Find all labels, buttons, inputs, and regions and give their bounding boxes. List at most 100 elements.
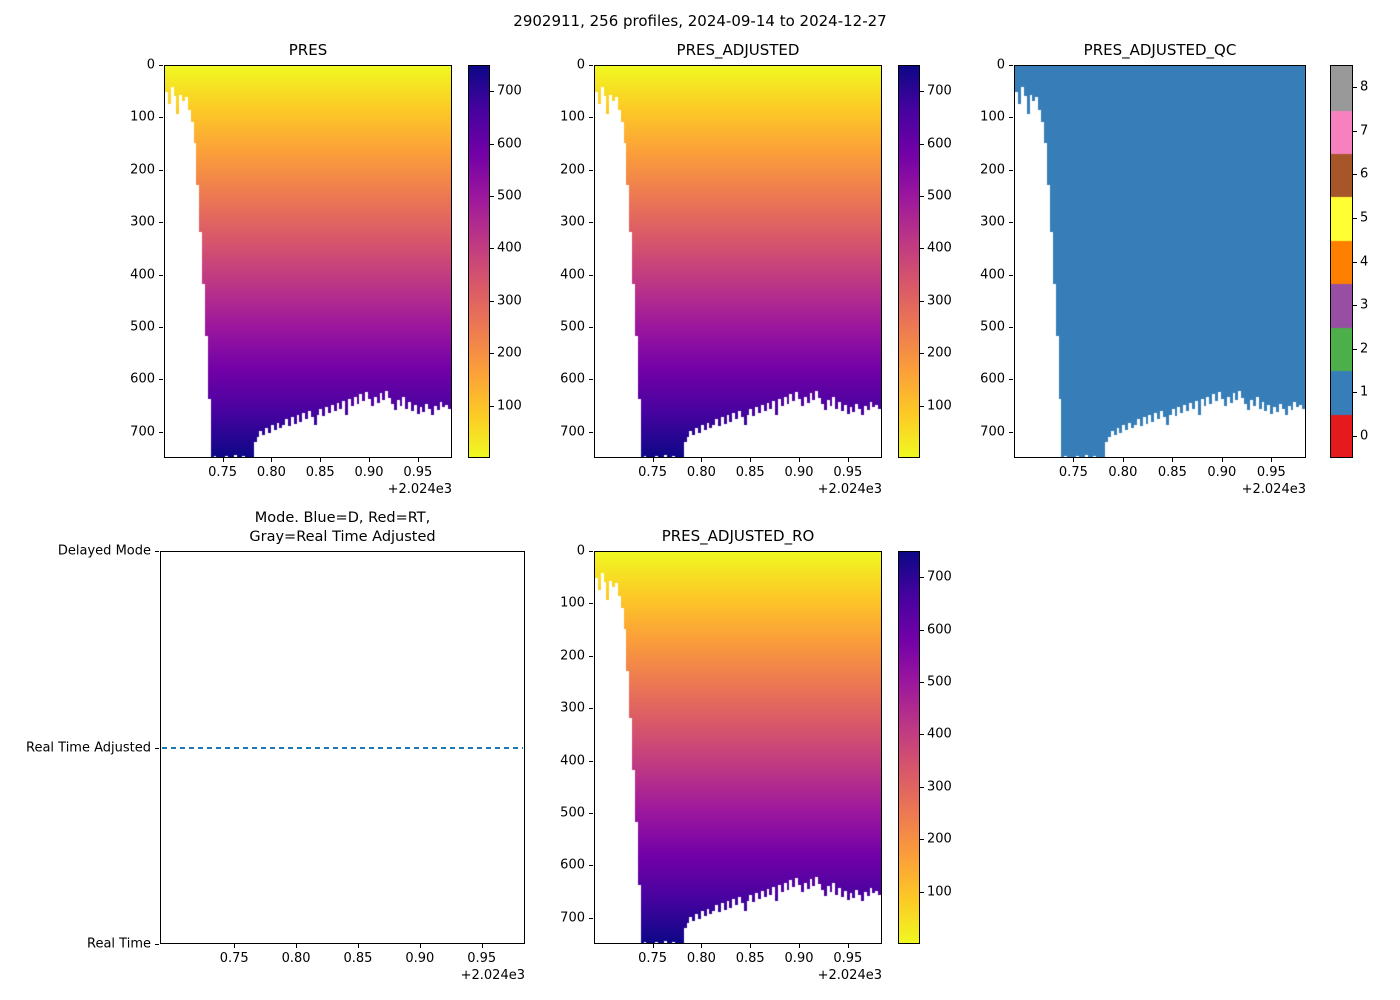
- qc-colorbar-tick-mark: [1353, 305, 1357, 307]
- y-tick-mark: [589, 222, 593, 224]
- qc-colorbar-tick-mark: [1353, 130, 1357, 132]
- qc-colorbar-tick-mark: [1353, 392, 1357, 394]
- colorbar-canvas-qc: [1331, 66, 1352, 457]
- y-tick-label: 0: [576, 543, 585, 559]
- y-tick-mark: [159, 117, 163, 119]
- colorbar-tick-label: 700: [927, 569, 952, 585]
- heatmap-canvas-pres: [165, 66, 451, 457]
- x-axis-offset-label: +2.024e3: [1241, 482, 1306, 497]
- y-tick-label: 400: [560, 753, 585, 769]
- y-tick-mark: [589, 327, 593, 328]
- y-tick-mark: [589, 65, 593, 66]
- x-tick-mark: [1122, 458, 1124, 462]
- subplot-title-pres: PRES: [288, 41, 328, 59]
- x-axis-offset-label: +2.024e3: [387, 482, 452, 497]
- colorbar-canvas-pres-adjusted-ro: [899, 552, 919, 943]
- x-tick-mark: [799, 458, 801, 462]
- y-tick-mark: [1009, 379, 1013, 381]
- x-tick-label: 0.85: [343, 951, 373, 966]
- colorbar-tick-mark: [920, 577, 924, 579]
- x-axis-offset-label: +2.024e3: [460, 968, 525, 983]
- y-tick-mark: [1009, 222, 1013, 224]
- x-tick-mark: [701, 458, 703, 462]
- y-category-label: Real Time Adjusted: [26, 740, 151, 755]
- colorbar-tick-mark: [920, 91, 924, 93]
- y-tick-mark: [155, 747, 159, 749]
- y-tick-label: 300: [560, 700, 585, 716]
- x-tick-mark: [750, 944, 752, 948]
- qc-colorbar-tick-label: 2: [1360, 341, 1369, 357]
- y-tick-mark: [159, 222, 163, 224]
- y-tick-mark: [589, 760, 593, 762]
- y-tick-label: 600: [130, 371, 155, 387]
- x-tick-mark: [417, 458, 419, 462]
- mode-series-line: [162, 746, 523, 749]
- colorbar-tick-mark: [920, 405, 924, 407]
- x-tick-label: 0.95: [467, 951, 497, 966]
- y-tick-label: 700: [130, 424, 155, 440]
- colorbar-tick-mark: [920, 248, 924, 250]
- subplot-mode: Mode. Blue=D, Red=RT, Gray=Real Time Adj…: [26, 510, 525, 983]
- colorbar-tick-mark: [920, 786, 924, 788]
- x-tick-label: 0.85: [1157, 465, 1187, 480]
- x-tick-label: 0.90: [354, 465, 384, 480]
- colorbar-tick-label: 200: [497, 345, 522, 361]
- y-tick-label: 300: [980, 214, 1005, 230]
- x-tick-label: 0.75: [1058, 465, 1088, 480]
- subplot-title-pres-adjusted: PRES_ADJUSTED: [676, 41, 800, 59]
- heatmap-canvas-pres-adjusted-qc: [1015, 66, 1305, 457]
- colorbar-tick-mark: [920, 891, 924, 893]
- colorbar-tick-mark: [920, 300, 924, 302]
- x-tick-mark: [1073, 458, 1075, 462]
- subplot-pres-adjusted-qc: PRES_ADJUSTED_QC 0.75 0.80 0.85 0.90 0.95 +2.…: [980, 41, 1306, 497]
- y-tick-label: 300: [560, 214, 585, 230]
- y-tick-label: 700: [560, 910, 585, 926]
- qc-colorbar-tick-mark: [1353, 261, 1357, 263]
- x-tick-mark: [750, 458, 752, 462]
- colorbar-frame-pres-adjusted-ro: [898, 551, 920, 944]
- y-tick-mark: [155, 551, 159, 552]
- x-tick-mark: [222, 458, 224, 462]
- y-tick-mark: [1009, 274, 1013, 276]
- x-tick-mark: [847, 458, 849, 462]
- colorbar-tick-mark: [490, 300, 494, 302]
- y-tick-mark: [589, 379, 593, 381]
- y-tick-mark: [589, 117, 593, 119]
- y-tick-label: 100: [130, 109, 155, 125]
- y-tick-label: 200: [560, 162, 585, 178]
- colorbar-tick-label: 200: [927, 831, 952, 847]
- x-tick-mark: [799, 944, 801, 948]
- y-tick-label: 200: [980, 162, 1005, 178]
- colorbar-tick-label: 300: [497, 293, 522, 309]
- y-tick-mark: [1009, 431, 1013, 433]
- y-tick-mark: [155, 944, 159, 945]
- x-tick-label: 0.80: [1108, 465, 1138, 480]
- y-tick-mark: [159, 274, 163, 276]
- axes-pres-adjusted-qc: [1014, 65, 1306, 458]
- y-tick-label: 500: [980, 319, 1005, 335]
- subplot-pres: PRES 0.75 0.80 0.85 0.90 0.95 +2.024e3 0 100 200…: [130, 41, 452, 497]
- subplot-pres-adjusted-ro: PRES_ADJUSTED_RO 0.75 0.80 0.85 0.90 0.95 +2.…: [560, 527, 882, 983]
- x-tick-mark: [481, 944, 483, 948]
- x-tick-label: 0.90: [1207, 465, 1237, 480]
- colorbar-tick-label: 400: [927, 240, 952, 256]
- y-tick-mark: [159, 327, 163, 328]
- x-tick-label: 0.75: [638, 465, 668, 480]
- colorbar-tick-label: 300: [927, 779, 952, 795]
- colorbar-tick-mark: [920, 681, 924, 683]
- axes-pres: [164, 65, 452, 458]
- y-tick-label: 0: [146, 57, 155, 73]
- x-tick-label: 0.95: [403, 465, 433, 480]
- x-tick-label: 0.95: [833, 951, 863, 966]
- subplot-title-mode-line1: Mode. Blue=D, Red=RT,: [254, 510, 431, 526]
- y-tick-label: 500: [560, 319, 585, 335]
- y-tick-label: 300: [130, 214, 155, 230]
- x-tick-mark: [652, 944, 654, 948]
- y-tick-label: 700: [980, 424, 1005, 440]
- y-tick-mark: [589, 169, 593, 171]
- colorbar-tick-label: 100: [927, 398, 952, 414]
- x-tick-label: 0.90: [784, 951, 814, 966]
- qc-colorbar-tick-mark: [1353, 174, 1357, 176]
- colorbar-pres: 100 200 300 400 500 600 700: [468, 65, 522, 458]
- colorbar-canvas-pres-adjusted: [899, 66, 919, 457]
